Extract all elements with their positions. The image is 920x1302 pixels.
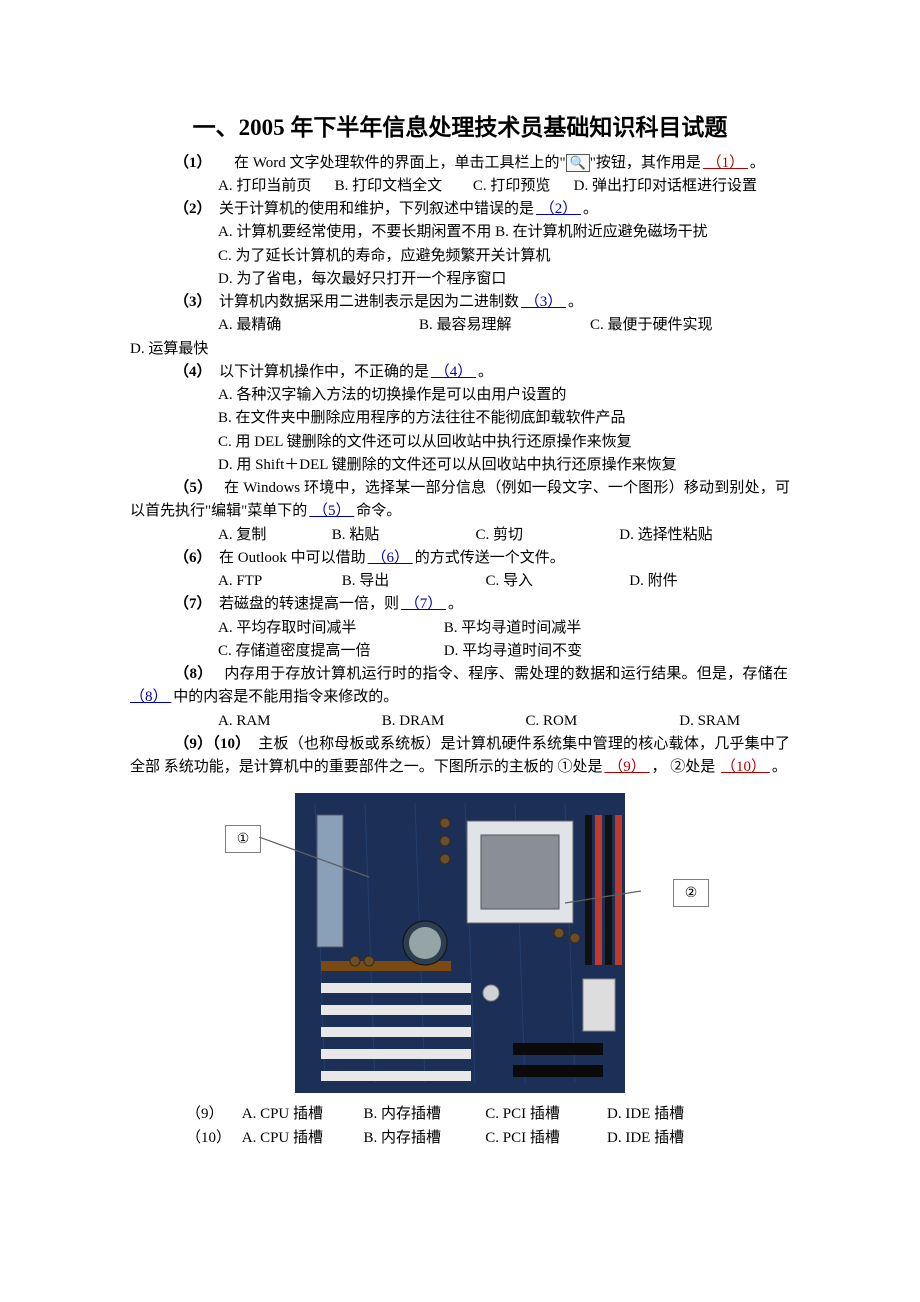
q9-row2-label: （10） xyxy=(186,1127,238,1150)
q3-options: A. 最精确 B. 最容易理解 C. 最便于硬件实现 D. 运算最快 xyxy=(130,314,790,361)
q7-blank: （7） xyxy=(399,596,448,612)
q3-opt-a: A. 最精确 xyxy=(218,314,368,337)
q4-opt-b: B. 在文件夹中删除应用程序的方法往往不能彻底卸载软件产品 xyxy=(218,407,790,430)
q1-text-b: "按钮，其作用是 xyxy=(590,155,701,171)
q3-opt-b: B. 最容易理解 xyxy=(419,314,539,337)
q9-row-1: （9） A. CPU 插槽 B. 内存插槽 C. PCI 插槽 D. IDE 插… xyxy=(186,1103,790,1126)
q6-opt-a: A. FTP xyxy=(218,570,328,593)
q1-opt-a: A. 打印当前页 xyxy=(218,175,311,198)
q2-opt-row2: C. 为了延长计算机的寿命，应避免频繁开关计算机 xyxy=(218,245,790,268)
print-preview-icon: 🔍 xyxy=(566,154,590,172)
motherboard-svg xyxy=(295,793,625,1093)
q4-blank: （4） xyxy=(429,364,478,380)
q1-text-a: 在 Word 文字处理软件的界面上，单击工具栏上的" xyxy=(234,155,566,171)
q9-r2-c: C. PCI 插槽 xyxy=(485,1127,603,1150)
q7-num: （7） xyxy=(174,596,212,612)
q1-opt-b: B. 打印文档全文 xyxy=(335,175,443,198)
q9-num: （9）（10） xyxy=(174,736,250,752)
q9-r1-c: C. PCI 插槽 xyxy=(485,1103,603,1126)
q5-options: A. 复制 B. 粘贴 C. 剪切 D. 选择性粘贴 xyxy=(218,524,790,547)
question-6: （6） 在 Outlook 中可以借助 （6） 的方式传送一个文件。 xyxy=(130,547,790,570)
question-9-10: （9）（10） 主板（也称母板或系统板）是计算机硬件系统集中管理的核心载体，几乎… xyxy=(130,733,790,780)
q6-opt-b: B. 导出 xyxy=(342,570,472,593)
question-4: （4） 以下计算机操作中，不正确的是 （4） 。 xyxy=(130,361,790,384)
q4-num: （4） xyxy=(174,364,212,380)
q6-blank: （6） xyxy=(366,550,415,566)
q5-num: （5） xyxy=(174,480,212,496)
q8-text2: 中的内容是不能用指令来修改的。 xyxy=(173,689,398,705)
q9-r2-a: A. CPU 插槽 xyxy=(242,1127,360,1150)
q8-opt-a: A. RAM xyxy=(218,710,368,733)
callout-2: ② xyxy=(673,879,709,907)
q7-opt-a: A. 平均存取时间减半 xyxy=(218,617,428,640)
q3-num: （3） xyxy=(174,294,212,310)
q9-blank2: （10） xyxy=(719,759,772,775)
q1-num: （1） xyxy=(174,155,212,171)
q6-options: A. FTP B. 导出 C. 导入 D. 附件 xyxy=(218,570,790,593)
q1-blank: （1） xyxy=(701,155,750,171)
q1-tail: 。 xyxy=(750,155,765,171)
q8-text1: 内存用于存放计算机运行时的指令、程序、需处理的数据和运行结果。但是，存储在 xyxy=(224,666,788,682)
q8-options: A. RAM B. DRAM C. ROM D. SRAM xyxy=(218,710,790,733)
q3-opt-c: C. 最便于硬件实现 xyxy=(590,314,780,337)
q7-opts-row1: A. 平均存取时间减半 B. 平均寻道时间减半 xyxy=(218,617,790,640)
q7-opt-d: D. 平均寻道时间不变 xyxy=(444,640,582,663)
question-7: （7） 若磁盘的转速提高一倍，则 （7） 。 xyxy=(130,593,790,616)
q6-opt-d: D. 附件 xyxy=(629,570,677,593)
q5-opt-d: D. 选择性粘贴 xyxy=(619,524,712,547)
q9-row-2: （10） A. CPU 插槽 B. 内存插槽 C. PCI 插槽 D. IDE … xyxy=(186,1127,790,1150)
q6-text2: 的方式传送一个文件。 xyxy=(415,550,565,566)
question-1: （1） 在 Word 文字处理软件的界面上，单击工具栏上的"🔍"按钮，其作用是 … xyxy=(130,152,790,175)
q9-blank1: （9） xyxy=(603,759,652,775)
q9-r2-d: D. IDE 插槽 xyxy=(607,1127,725,1150)
question-3: （3） 计算机内数据采用二进制表示是因为二进制数 （3） 。 xyxy=(130,291,790,314)
q8-opt-c: C. ROM xyxy=(526,710,666,733)
exam-page: 一、2005 年下半年信息处理技术员基础知识科目试题 （1） 在 Word 文字… xyxy=(0,0,920,1302)
q9-r1-d: D. IDE 插槽 xyxy=(607,1103,725,1126)
q5-blank: （5） xyxy=(307,503,356,519)
q5-opt-a: A. 复制 xyxy=(218,524,318,547)
q1-opt-c: C. 打印预览 xyxy=(473,175,551,198)
page-title: 一、2005 年下半年信息处理技术员基础知识科目试题 xyxy=(130,110,790,146)
q4-opt-a: A. 各种汉字输入方法的切换操作是可以由用户设置的 xyxy=(218,384,790,407)
q1-opt-d: D. 弹出打印对话框进行设置 xyxy=(574,175,757,198)
q3-opt-d: D. 运算最快 xyxy=(130,338,208,361)
q2-num: （2） xyxy=(174,201,212,217)
q6-num: （6） xyxy=(174,550,212,566)
q7-opts-row2: C. 存储道密度提高一倍 D. 平均寻道时间不变 xyxy=(218,640,790,663)
q9-r1-a: A. CPU 插槽 xyxy=(242,1103,360,1126)
q1-options: A. 打印当前页 B. 打印文档全文 C. 打印预览 D. 弹出打印对话框进行设… xyxy=(130,175,790,198)
q2-opt-row1: A. 计算机要经常使用，不要长期闲置不用 B. 在计算机附近应避免磁场干扰 xyxy=(218,221,790,244)
question-2: （2） 关于计算机的使用和维护，下列叙述中错误的是 （2） 。 xyxy=(130,198,790,221)
q4-opt-c: C. 用 DEL 键删除的文件还可以从回收站中执行还原操作来恢复 xyxy=(218,431,790,454)
q5-text1: 在 Windows 环境中，选择某一部分信息（例如一段文字、一个图形）移动到别处… xyxy=(130,480,790,519)
q4-opt-d: D. 用 Shift＋DEL 键删除的文件还可以从回收站中执行还原操作来恢复 xyxy=(218,454,790,477)
q5-opt-c: C. 剪切 xyxy=(476,524,606,547)
q2-blank: （2） xyxy=(534,201,583,217)
q3-blank: （3） xyxy=(519,294,568,310)
q7-opt-b: B. 平均寻道时间减半 xyxy=(444,617,582,640)
q4-text: 以下计算机操作中，不正确的是 xyxy=(219,364,429,380)
q7-text: 若磁盘的转速提高一倍，则 xyxy=(219,596,399,612)
q5-opt-b: B. 粘贴 xyxy=(332,524,462,547)
q7-opt-c: C. 存储道密度提高一倍 xyxy=(218,640,428,663)
q6-opt-c: C. 导入 xyxy=(486,570,616,593)
q9-mid: ， ②处是 xyxy=(652,759,720,775)
q9-options-block: （9） A. CPU 插槽 B. 内存插槽 C. PCI 插槽 D. IDE 插… xyxy=(130,1103,790,1150)
question-8: （8） 内存用于存放计算机运行时的指令、程序、需处理的数据和运行结果。但是，存储… xyxy=(130,663,790,710)
question-5: （5） 在 Windows 环境中，选择某一部分信息（例如一段文字、一个图形）移… xyxy=(130,477,790,524)
motherboard-figure: ① ② xyxy=(245,793,675,1093)
q8-opt-d: D. SRAM xyxy=(679,710,740,733)
q3-text: 计算机内数据采用二进制表示是因为二进制数 xyxy=(219,294,519,310)
q5-text2: 命令。 xyxy=(356,503,401,519)
q9-r2-b: B. 内存插槽 xyxy=(364,1127,482,1150)
q8-num: （8） xyxy=(174,666,212,682)
q9-r1-b: B. 内存插槽 xyxy=(364,1103,482,1126)
q6-text1: 在 Outlook 中可以借助 xyxy=(219,550,366,566)
callout-1: ① xyxy=(225,825,261,853)
q2-text: 关于计算机的使用和维护，下列叙述中错误的是 xyxy=(219,201,534,217)
q9-row1-label: （9） xyxy=(186,1103,238,1126)
q8-opt-b: B. DRAM xyxy=(382,710,512,733)
q2-opt-row3: D. 为了省电，每次最好只打开一个程序窗口 xyxy=(218,268,790,291)
